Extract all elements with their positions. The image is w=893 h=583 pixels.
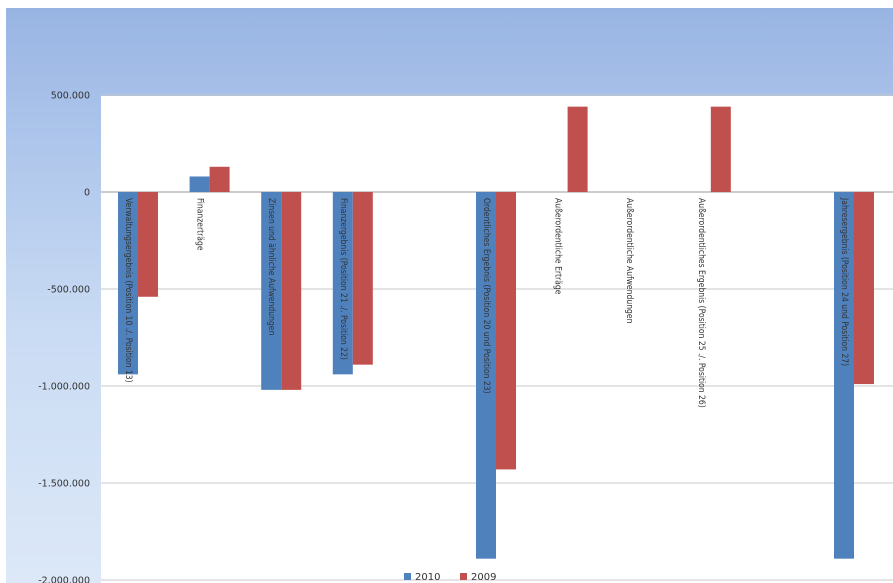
bar-2009 — [352, 192, 373, 365]
bar-chart: 500.000 0 -500.000 -1.000.000 -1.500.000 -2.0… — [38, 91, 893, 583]
category-label: Außerordentliche Aufwendungen — [624, 198, 634, 324]
category-label: Außerordentliche Erträge — [553, 198, 563, 295]
y-tick-label: -2.000.000 — [38, 576, 90, 583]
category-label: Zinsen und ähnliche Aufwendungen — [266, 198, 276, 336]
bar-2010 — [118, 192, 138, 375]
bar-2009 — [496, 192, 516, 470]
chart-frame: 500.000 0 -500.000 -1.000.000 -1.500.000 -2.0… — [6, 8, 893, 583]
y-tick-label: 0 — [84, 188, 90, 199]
bar-2009 — [567, 106, 588, 192]
bar-2009 — [209, 166, 230, 192]
bar-2010 — [476, 192, 496, 559]
legend-label: 2010 — [415, 572, 440, 583]
category-label: Finanzerträge — [195, 198, 205, 251]
category-label: Finanzergebnis (Position 21 ./. Position… — [338, 198, 348, 360]
y-tick-label: -500.000 — [47, 285, 90, 296]
bar-2010 — [189, 176, 210, 192]
category-label: Ordentliches Ergebnis (Position 20 und P… — [481, 198, 491, 394]
category-label: Jahresergebnis (Position 24 und Position… — [839, 197, 849, 366]
category-labels: Verwaltungsergebnis (Position 10 ./. Pos… — [123, 197, 849, 408]
bar-2009 — [854, 192, 874, 385]
legend: 2010 2009 — [404, 572, 496, 583]
legend-swatch — [404, 573, 411, 580]
bars — [118, 106, 874, 559]
bar-2010 — [332, 192, 353, 375]
legend-label: 2009 — [471, 572, 496, 583]
bar-2010 — [261, 192, 282, 390]
bar-2010 — [834, 192, 854, 559]
legend-swatch — [460, 573, 467, 580]
y-tick-label: -1.000.000 — [38, 382, 90, 393]
category-label: Verwaltungsergebnis (Position 10 ./. Pos… — [123, 198, 133, 383]
bar-2009 — [138, 192, 158, 297]
category-label: Außerordentliches Ergebnis (Position 25 … — [696, 198, 706, 408]
bar-2009 — [710, 106, 731, 192]
y-tick-label: 500.000 — [51, 91, 90, 102]
y-tick-label: -1.500.000 — [38, 479, 90, 490]
bar-2009 — [281, 192, 302, 390]
y-axis: 500.000 0 -500.000 -1.000.000 -1.500.000 -2.0… — [38, 91, 90, 583]
